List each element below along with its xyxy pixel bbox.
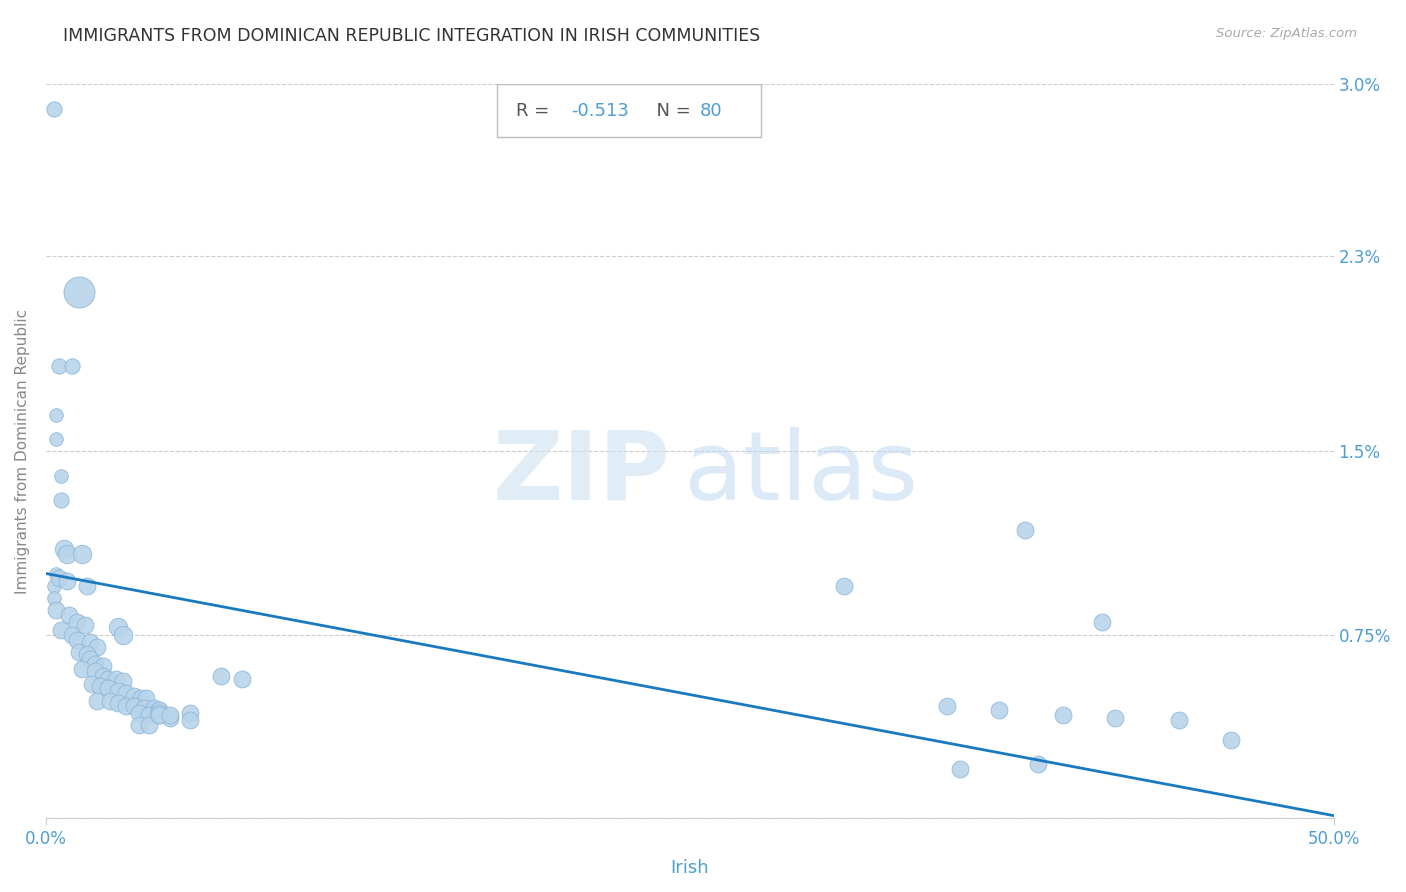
Text: R =: R = <box>516 102 555 120</box>
Point <box>66 632 89 647</box>
Text: 80: 80 <box>700 102 723 120</box>
Point <box>132 701 155 715</box>
Point <box>45 432 67 446</box>
Point <box>1026 757 1049 772</box>
Point <box>60 359 83 373</box>
Point <box>148 706 170 720</box>
Point <box>107 696 129 710</box>
Point <box>834 579 856 593</box>
Point <box>82 676 104 690</box>
Point <box>48 571 70 585</box>
Point <box>73 618 96 632</box>
Point <box>84 657 107 671</box>
Point <box>66 615 89 630</box>
Point <box>148 704 170 718</box>
Y-axis label: Immigrants from Dominican Republic: Immigrants from Dominican Republic <box>15 309 30 594</box>
Text: Source: ZipAtlas.com: Source: ZipAtlas.com <box>1216 27 1357 40</box>
Point <box>86 694 108 708</box>
Text: ZIP: ZIP <box>492 426 671 520</box>
Point <box>69 285 91 300</box>
Point <box>98 694 121 708</box>
Point <box>69 645 91 659</box>
Point <box>159 711 181 725</box>
Point <box>79 635 101 649</box>
Point <box>179 706 201 720</box>
Point <box>114 686 136 700</box>
Point <box>143 701 166 715</box>
Point <box>159 708 181 723</box>
Point <box>129 691 152 706</box>
Point <box>70 662 93 676</box>
Point <box>104 672 127 686</box>
Point <box>70 547 93 561</box>
Point <box>42 591 65 605</box>
Point <box>91 659 114 673</box>
FancyBboxPatch shape <box>496 85 761 137</box>
Point <box>86 640 108 654</box>
Point <box>89 679 111 693</box>
Point <box>45 603 67 617</box>
Point <box>1091 615 1114 630</box>
Point <box>1014 523 1036 537</box>
Point <box>112 674 135 689</box>
Point <box>148 708 170 723</box>
Text: -0.513: -0.513 <box>571 102 630 120</box>
Point <box>112 628 135 642</box>
Point <box>79 652 101 666</box>
Point <box>42 579 65 593</box>
Text: atlas: atlas <box>683 426 918 520</box>
Point <box>122 689 145 703</box>
Point <box>135 691 157 706</box>
Point <box>51 468 73 483</box>
Point <box>97 672 120 686</box>
Point <box>987 704 1010 718</box>
Point <box>1219 732 1241 747</box>
Point <box>48 359 70 373</box>
Point <box>114 698 136 713</box>
Point <box>138 718 160 732</box>
Point <box>148 704 170 718</box>
Point <box>55 547 77 561</box>
Point <box>53 542 76 557</box>
Point <box>1104 711 1126 725</box>
Text: N =: N = <box>645 102 696 120</box>
Point <box>148 708 170 723</box>
Point <box>949 762 972 776</box>
Point <box>84 665 107 679</box>
Point <box>76 579 98 593</box>
Point <box>60 628 83 642</box>
Point <box>51 623 73 637</box>
Point <box>45 566 67 581</box>
Point <box>122 698 145 713</box>
Point <box>179 713 201 727</box>
Point <box>91 669 114 683</box>
Point <box>231 672 253 686</box>
Point <box>138 708 160 723</box>
Point <box>128 706 150 720</box>
Point <box>107 620 129 634</box>
Point <box>128 718 150 732</box>
Text: IMMIGRANTS FROM DOMINICAN REPUBLIC INTEGRATION IN IRISH COMMUNITIES: IMMIGRANTS FROM DOMINICAN REPUBLIC INTEG… <box>63 27 761 45</box>
Point <box>58 608 80 623</box>
Point <box>107 684 129 698</box>
Point <box>936 698 959 713</box>
Point <box>51 493 73 508</box>
Point <box>1168 713 1191 727</box>
Point <box>209 669 232 683</box>
X-axis label: Irish: Irish <box>671 859 709 877</box>
Point <box>42 102 65 116</box>
Point <box>97 681 120 696</box>
Point <box>45 408 67 422</box>
Point <box>1052 708 1074 723</box>
Point <box>76 647 98 661</box>
Point <box>55 574 77 588</box>
